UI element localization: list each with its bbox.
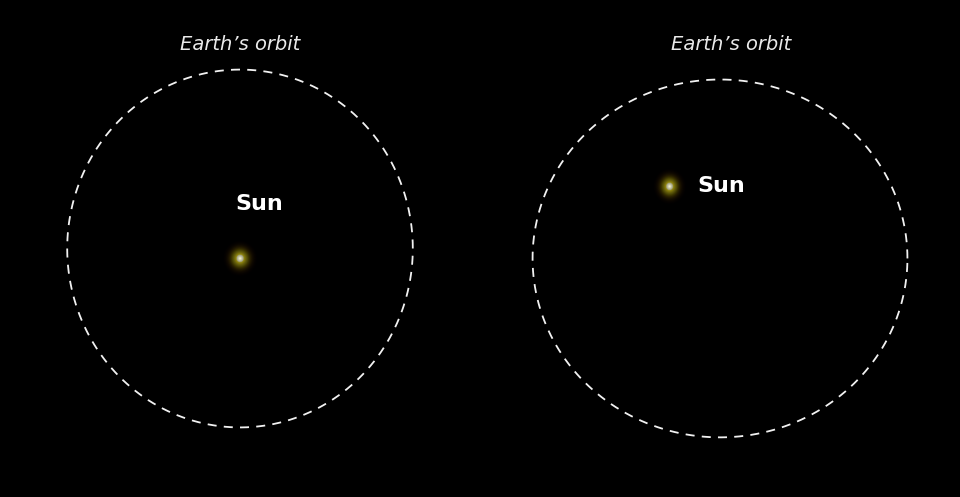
Text: Earth’s orbit: Earth’s orbit	[180, 35, 300, 54]
Text: Sun: Sun	[235, 194, 283, 214]
Text: Earth’s orbit: Earth’s orbit	[671, 35, 792, 54]
Text: Sun: Sun	[697, 176, 745, 196]
